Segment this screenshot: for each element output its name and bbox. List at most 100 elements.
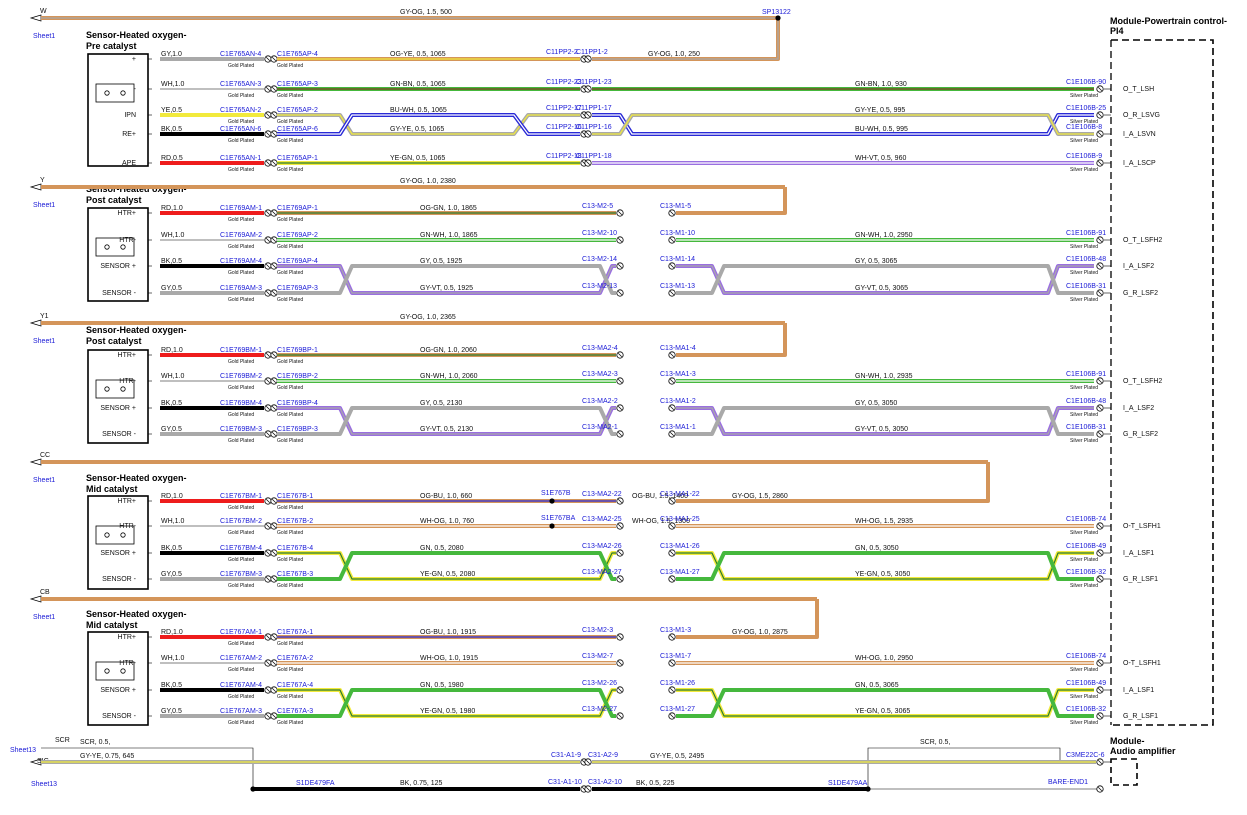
wire-spec: WH,1.0 bbox=[161, 373, 184, 380]
connector-slash-icon bbox=[585, 112, 591, 118]
pcm-pin-label: C1E106B-32 bbox=[1066, 569, 1106, 576]
connector-label: C1E769BP-3 bbox=[277, 426, 318, 433]
connector-label: C1E767A-4 bbox=[277, 682, 313, 689]
connector-label: C1E765AN-1 bbox=[220, 155, 261, 162]
plating-note: Silver Plated bbox=[1070, 93, 1098, 99]
plating-note: Silver Plated bbox=[1070, 167, 1098, 173]
plating-note: Gold Plated bbox=[277, 244, 303, 250]
connector-slash-icon bbox=[265, 378, 271, 384]
wire-segment-2 bbox=[676, 264, 1094, 295]
splice-label: S1E767B bbox=[541, 490, 571, 497]
connector-label: C13-MA2-22 bbox=[582, 491, 622, 498]
signal-label: O-T_LSFH1 bbox=[1123, 523, 1161, 530]
wire-spec: YE-GN, 0.5, 1980 bbox=[420, 708, 475, 715]
wire-stripe bbox=[676, 265, 1094, 294]
connector-slash-icon bbox=[271, 86, 277, 92]
wire-spec: GY, 0.5, 3065 bbox=[855, 258, 897, 265]
signal-label: I_A_LSF2 bbox=[1123, 263, 1154, 270]
pcm-pin-label: C1E106B-48 bbox=[1066, 256, 1106, 263]
heater-element-icon bbox=[95, 237, 135, 257]
connector-slash-icon bbox=[669, 634, 675, 640]
connector-slash-icon bbox=[669, 713, 675, 719]
heater-feed-wire bbox=[592, 18, 780, 61]
plating-note: Gold Plated bbox=[228, 270, 254, 276]
connector-slash-icon bbox=[617, 405, 623, 411]
wire-spec: OG-GN, 1.0, 1865 bbox=[420, 205, 477, 212]
connector-label: C13-MA2-1 bbox=[582, 424, 618, 431]
connector-slash-icon bbox=[1097, 405, 1103, 411]
connector-label: C1E767AM-3 bbox=[220, 708, 262, 715]
connector-slash-icon bbox=[1097, 86, 1103, 92]
wire-spec: GN-BN, 1.0, 930 bbox=[855, 81, 907, 88]
connector-slash-icon bbox=[617, 660, 623, 666]
connector-slash-icon bbox=[585, 759, 591, 765]
sheet-ref: Sheet13 bbox=[31, 781, 57, 788]
pin-label: HTR+ bbox=[118, 634, 136, 641]
connector-slash-icon bbox=[265, 131, 271, 137]
connector-slash-icon bbox=[265, 405, 271, 411]
connector-label: C1E767B-1 bbox=[277, 493, 313, 500]
plating-note: Gold Plated bbox=[277, 438, 303, 444]
plating-note: Gold Plated bbox=[228, 119, 254, 125]
connector-label: C1E769BM-4 bbox=[220, 400, 262, 407]
wire-spec: YE-GN, 0.5, 1065 bbox=[390, 155, 445, 162]
wire-band bbox=[676, 462, 990, 503]
pcm-pin-label: C1E106B-31 bbox=[1066, 424, 1106, 431]
connector-label: C1E769AM-3 bbox=[220, 285, 262, 292]
connector-label: C1E769AM-2 bbox=[220, 232, 262, 239]
plating-note: Gold Plated bbox=[277, 667, 303, 673]
connector-label: C13-MA1-4 bbox=[660, 345, 696, 352]
connector-slash-icon bbox=[271, 160, 277, 166]
connector-label: C1E767A-3 bbox=[277, 708, 313, 715]
wire-segment-1 bbox=[277, 688, 616, 718]
connector-slash-icon bbox=[669, 576, 675, 582]
wire-segment-1 bbox=[277, 113, 580, 136]
connector-slash-icon bbox=[617, 290, 623, 296]
pcm-pin-label: C1E106B-90 bbox=[1066, 79, 1106, 86]
plating-note: Gold Plated bbox=[228, 720, 254, 726]
connector-label: C1E769AP-3 bbox=[277, 285, 318, 292]
signal-label: G_R_LSF2 bbox=[1123, 290, 1158, 297]
connector-slash-icon bbox=[265, 550, 271, 556]
sheet-ref: Sheet1 bbox=[33, 477, 55, 484]
connector-slash-icon bbox=[585, 786, 591, 792]
plating-note: Gold Plated bbox=[277, 720, 303, 726]
connector-slash-icon bbox=[1097, 550, 1103, 556]
connector-slash-icon bbox=[271, 263, 277, 269]
pin-label: RE+ bbox=[122, 131, 136, 138]
amp-title: Module- bbox=[1110, 736, 1145, 746]
wire-segment-1 bbox=[277, 551, 616, 581]
connector-label: C13-MA2-27 bbox=[582, 569, 622, 576]
wire-spec: GN-WH, 1.0, 1865 bbox=[420, 232, 478, 239]
pcm-pin-label: C1E106B-25 bbox=[1066, 105, 1106, 112]
connector-slash-icon bbox=[1097, 687, 1103, 693]
plating-note: Gold Plated bbox=[277, 119, 303, 125]
heater-terminal-icon bbox=[104, 668, 110, 674]
plating-note: Gold Plated bbox=[277, 530, 303, 536]
wire-spec: WH-VT, 0.5, 960 bbox=[855, 155, 906, 162]
connector-slash-icon bbox=[669, 523, 675, 529]
connector-slash-icon bbox=[271, 237, 277, 243]
connector-slash-icon bbox=[1097, 131, 1103, 137]
wire-stripe bbox=[277, 265, 616, 294]
connector-slash-icon bbox=[271, 634, 277, 640]
sheet-ref: Sheet1 bbox=[33, 33, 55, 40]
plating-note: Gold Plated bbox=[228, 412, 254, 418]
connector-label: C1E767AM-4 bbox=[220, 682, 262, 689]
connector-label: C13-MA2-4 bbox=[582, 345, 618, 352]
connector-label: C1E765AN-4 bbox=[220, 51, 261, 58]
wire-stripe bbox=[277, 689, 616, 717]
sheet-ref: Sheet13 bbox=[10, 747, 36, 754]
connector-label: C1E765AN-2 bbox=[220, 107, 261, 114]
wire-spec: YE-GN, 0.5, 2080 bbox=[420, 571, 475, 578]
connector-label: C13-MA1-2 bbox=[660, 398, 696, 405]
plating-note: Gold Plated bbox=[228, 244, 254, 250]
pcm-module-boundary bbox=[1111, 39, 1214, 726]
plating-note: Gold Plated bbox=[228, 557, 254, 563]
connector-slash-icon bbox=[1097, 431, 1103, 437]
plating-note: Gold Plated bbox=[228, 641, 254, 647]
connector-label: C1E769AP-1 bbox=[277, 205, 318, 212]
heater-terminal-icon bbox=[120, 532, 126, 538]
pin-label: HTR+ bbox=[118, 352, 136, 359]
connector-slash-icon bbox=[1097, 576, 1103, 582]
